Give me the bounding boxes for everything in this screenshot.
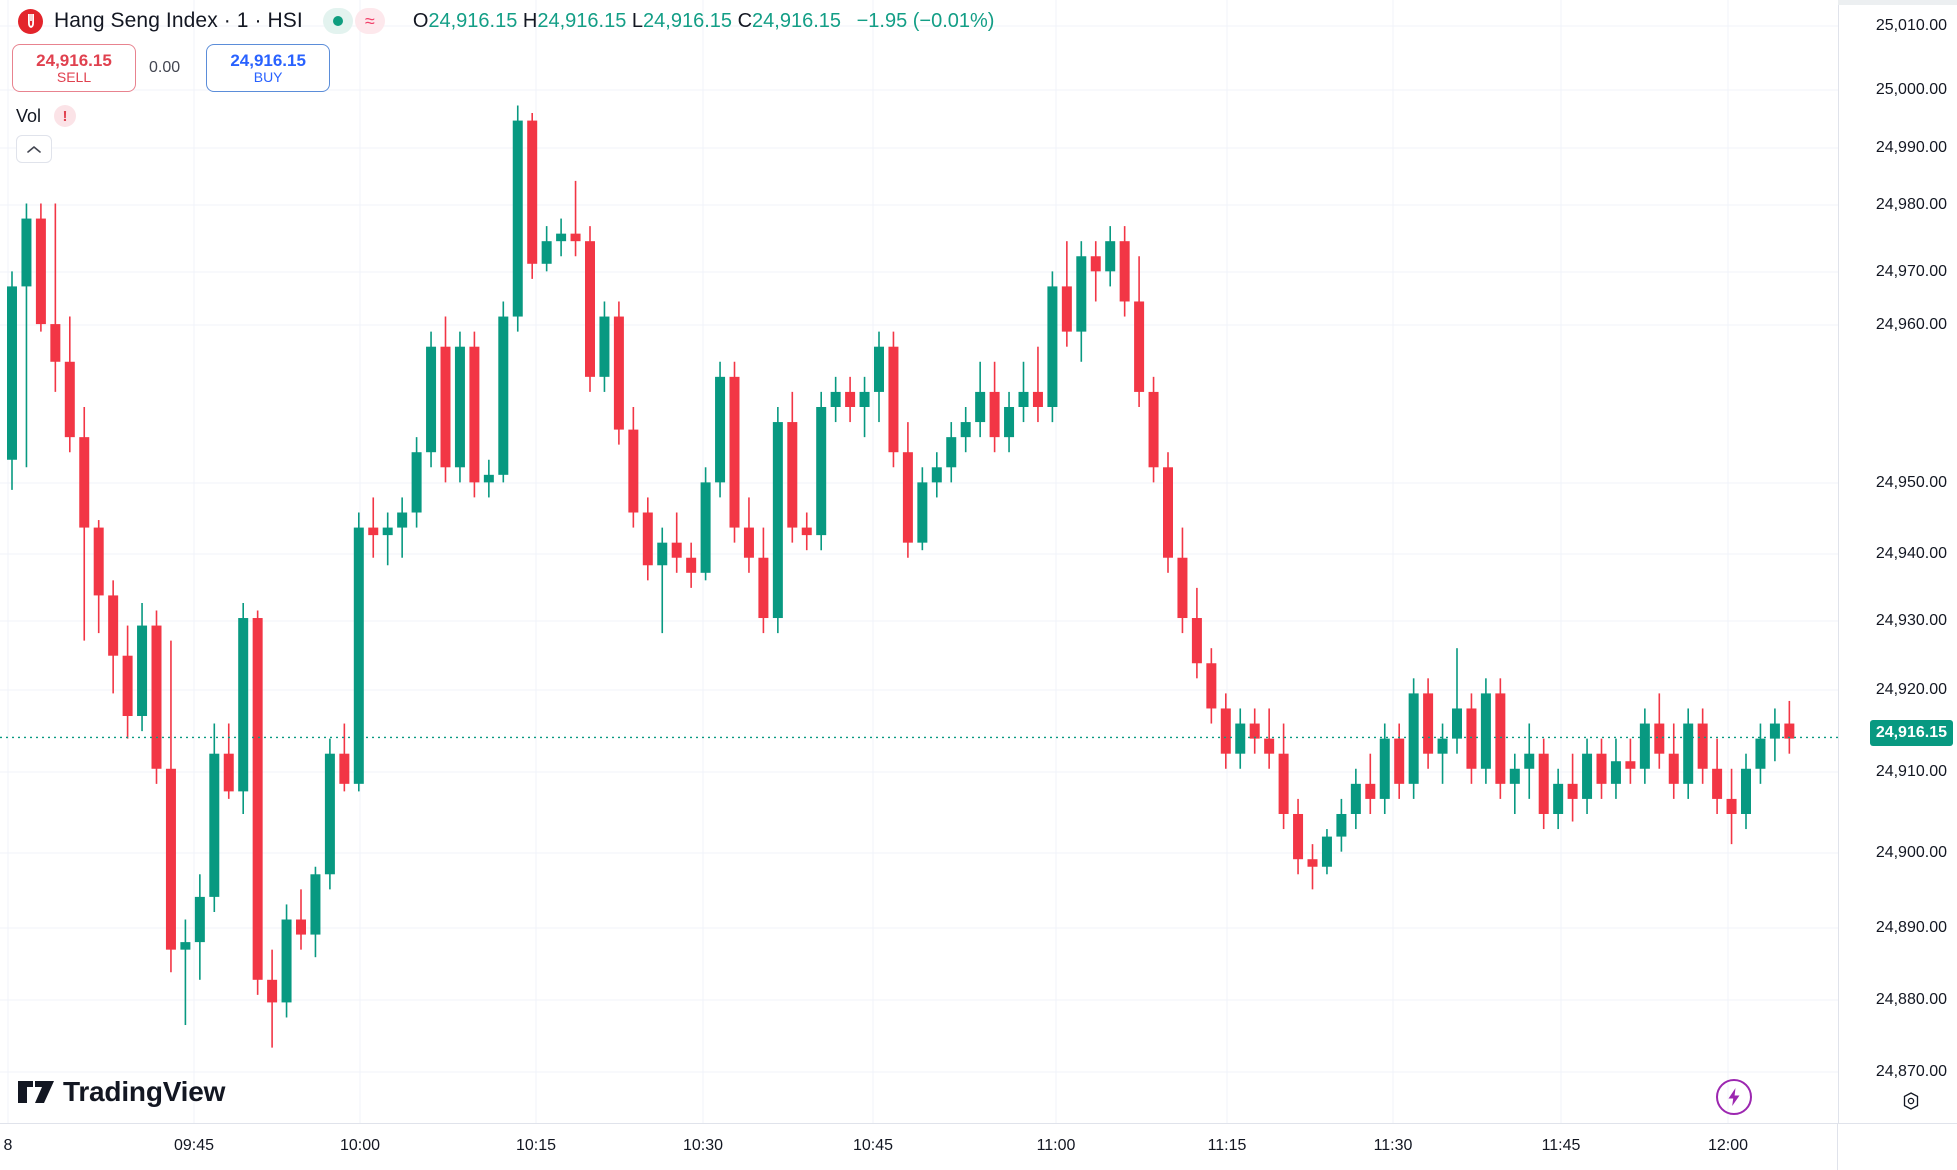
sell-price: 24,916.15 <box>36 50 112 70</box>
chart-canvas-pane[interactable] <box>0 0 1838 1123</box>
exclamation-icon[interactable]: ! <box>54 105 77 127</box>
time-tick-label: 11:30 <box>1373 1137 1413 1154</box>
price-change: −1.95 (−0.01%) <box>856 9 995 32</box>
scale-settings-icon[interactable] <box>1899 1089 1923 1113</box>
price-tick-label: 24,910.00 <box>1875 763 1947 780</box>
time-tick-label: 09:45 <box>173 1137 215 1154</box>
ohlc-low-value: 24,916.15 <box>643 9 733 32</box>
sell-label: SELL <box>56 68 92 85</box>
current-price-badge[interactable]: 24,916.15 <box>1869 720 1953 746</box>
lightning-bolt-icon[interactable] <box>1716 1079 1752 1115</box>
time-tick-label: 10:45 <box>852 1137 894 1154</box>
ohlc-high-label: H <box>522 9 538 32</box>
trade-buttons-row: 24,916.15 SELL 0.00 24,916.15 BUY <box>0 44 1838 92</box>
ohlc-open-value: 24,916.15 <box>428 9 518 32</box>
time-tick-label: 11:45 <box>1541 1137 1581 1154</box>
time-tick-label: 11:15 <box>1207 1137 1247 1154</box>
tradingview-logo-text: TradingView <box>63 1076 226 1107</box>
ohlc-open-label: O <box>412 9 429 32</box>
price-tick-label: 24,980.00 <box>1875 196 1947 213</box>
price-tick-label: 24,890.00 <box>1875 919 1947 936</box>
time-tick-label: 10:00 <box>339 1137 381 1154</box>
ohlc-high-value: 24,916.15 <box>537 9 627 32</box>
price-tick-label: 25,000.00 <box>1875 81 1947 98</box>
price-tick-label: 24,880.00 <box>1875 991 1947 1008</box>
legend-symbol-row: Hang Seng Index · 1 · HSI ≈ O24,916.15 H… <box>0 0 1838 42</box>
price-tick-label: 25,010.00 <box>1875 17 1947 34</box>
price-tick-label: 24,960.00 <box>1875 316 1947 333</box>
time-scale-divider <box>1837 1124 1838 1170</box>
ohlc-values: O24,916.15 H24,916.15 L24,916.15 C24,916… <box>413 10 995 33</box>
price-tick-label: 24,940.00 <box>1875 545 1947 562</box>
candlestick-series <box>0 105 1838 1048</box>
price-tick-label: 24,930.00 <box>1875 612 1947 629</box>
price-tick-label: 24,900.00 <box>1875 844 1947 861</box>
time-tick-label: 12:00 <box>1707 1137 1749 1154</box>
wave-icon[interactable]: ≈ <box>354 8 385 34</box>
chevron-up-icon[interactable] <box>16 135 52 163</box>
volume-label[interactable]: Vol <box>16 105 42 126</box>
time-tick-label: 8 <box>3 1137 13 1154</box>
price-tick-label: 24,970.00 <box>1875 263 1947 280</box>
price-scale[interactable]: 25,010.00 25,000.00 24,990.00 24,980.00 24,9… <box>1838 0 1957 1123</box>
sell-button[interactable]: 24,916.15 SELL <box>12 44 136 92</box>
ohlc-close-value: 24,916.15 <box>752 9 842 32</box>
status-dot-icon[interactable] <box>322 8 353 34</box>
chart-legend: Hang Seng Index · 1 · HSI ≈ O24,916.15 H… <box>0 0 1838 163</box>
ohlc-low-label: L <box>631 9 644 32</box>
time-tick-label: 10:30 <box>682 1137 724 1154</box>
buy-price: 24,916.15 <box>230 50 306 70</box>
price-tick-label: 24,920.00 <box>1875 681 1947 698</box>
ohlc-close-label: C <box>737 9 753 32</box>
price-tick-label: 24,870.00 <box>1875 1063 1947 1080</box>
indicator-pills: ≈ <box>322 8 385 34</box>
buy-label: BUY <box>253 68 283 85</box>
buy-button[interactable]: 24,916.15 BUY <box>206 44 331 92</box>
price-tick-label: 24,990.00 <box>1875 139 1947 156</box>
price-scale-header <box>1838 0 1957 5</box>
price-tick-label: 24,950.00 <box>1875 474 1947 491</box>
volume-legend-row: Vol ! <box>0 105 1838 127</box>
time-tick-label: 11:00 <box>1036 1137 1076 1154</box>
spread-value: 0.00 <box>149 59 181 76</box>
time-tick-label: 10:15 <box>515 1137 557 1154</box>
symbol-title[interactable]: Hang Seng Index · 1 · HSI <box>54 9 303 32</box>
time-scale[interactable]: 8 09:45 10:00 10:15 10:30 10:45 11:00 11:15 11:3… <box>0 1123 1957 1170</box>
tradingview-logo-icon[interactable]: TradingView <box>18 1076 225 1108</box>
hsi-logo-icon <box>18 8 43 34</box>
